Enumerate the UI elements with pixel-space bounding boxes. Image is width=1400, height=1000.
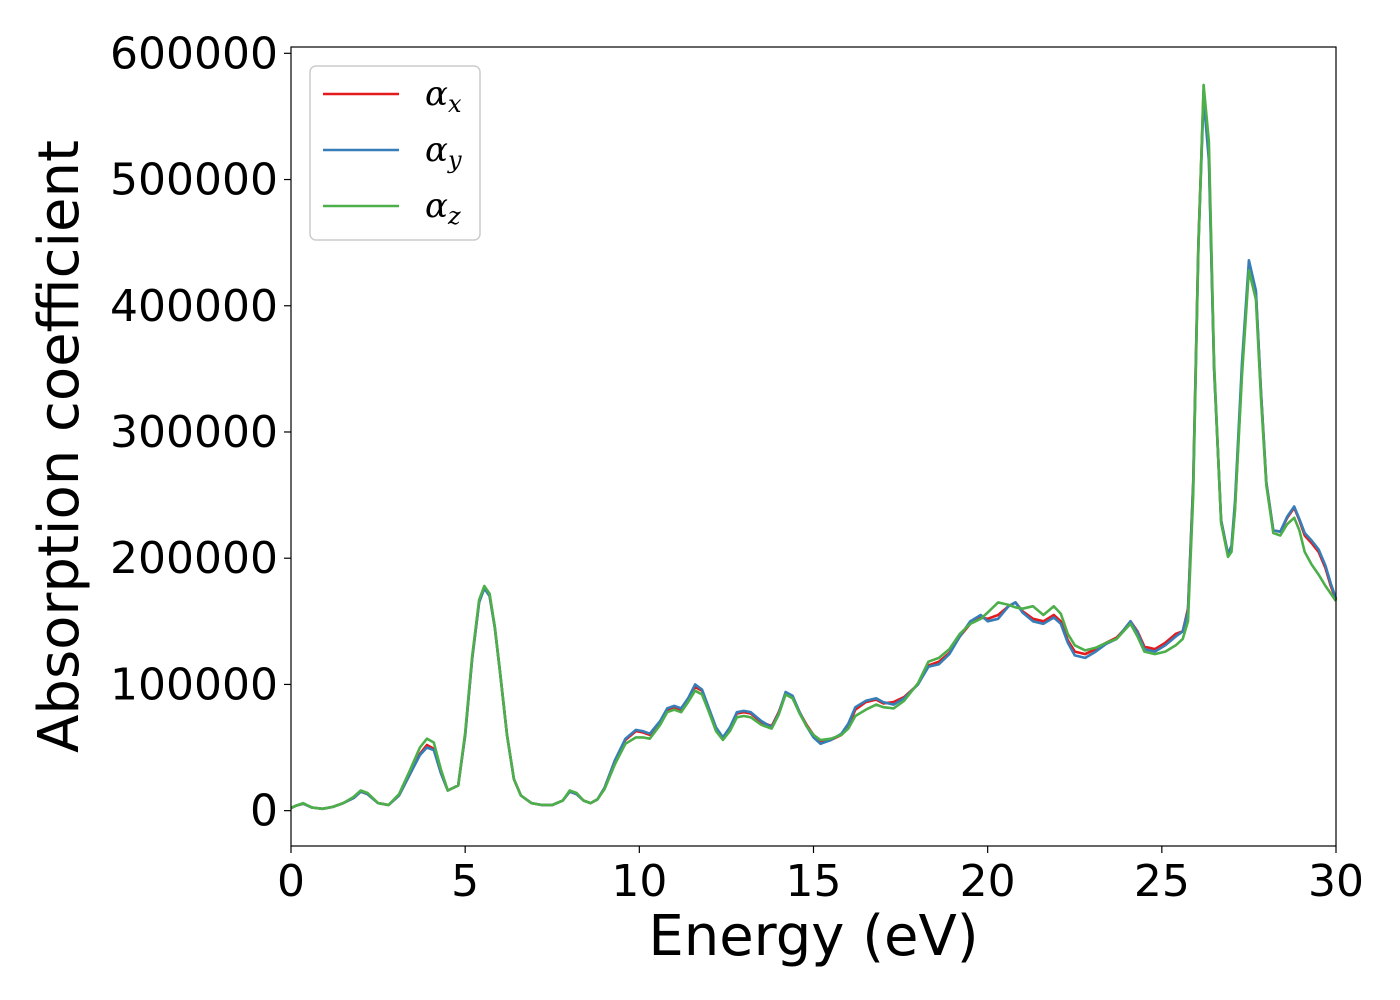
series-line-z (290, 83, 1338, 811)
y-tick-label: 500000 (110, 155, 278, 206)
tick-layer: 0 5 10 15 20 25 30 0 100000 200000 300000 400000 500… (110, 28, 1364, 907)
y-tick-label: 200000 (110, 533, 278, 584)
y-axis-label: Absorption coefficient (27, 140, 92, 753)
legend-label-y: αy (425, 130, 462, 174)
x-tick-label: 30 (1308, 856, 1364, 907)
x-axis-label: Energy (eV) (648, 904, 978, 969)
y-tick-label: 0 (250, 786, 278, 837)
x-tick-label: 0 (277, 856, 305, 907)
series-layer (290, 83, 1338, 811)
legend-box (309, 65, 481, 241)
legend-subscript: x (448, 90, 462, 118)
legend-subscript: y (447, 146, 462, 174)
x-tick-label: 15 (786, 856, 842, 907)
y-tick-label: 300000 (110, 407, 278, 458)
legend-symbol: α (425, 186, 448, 226)
x-tick-label: 20 (960, 856, 1016, 907)
x-tick-label: 5 (451, 856, 479, 907)
legend-symbol: α (425, 130, 448, 170)
legend-subscript: z (447, 202, 461, 230)
y-tick-label: 600000 (110, 28, 278, 79)
y-tick-label: 100000 (110, 659, 278, 710)
x-tick-label: 10 (611, 856, 667, 907)
x-tick-label: 25 (1134, 856, 1190, 907)
legend-label-z: αz (425, 186, 461, 230)
legend-label-x: αx (425, 74, 462, 118)
y-tick-label: 400000 (110, 281, 278, 332)
legend-symbol: α (425, 74, 448, 114)
